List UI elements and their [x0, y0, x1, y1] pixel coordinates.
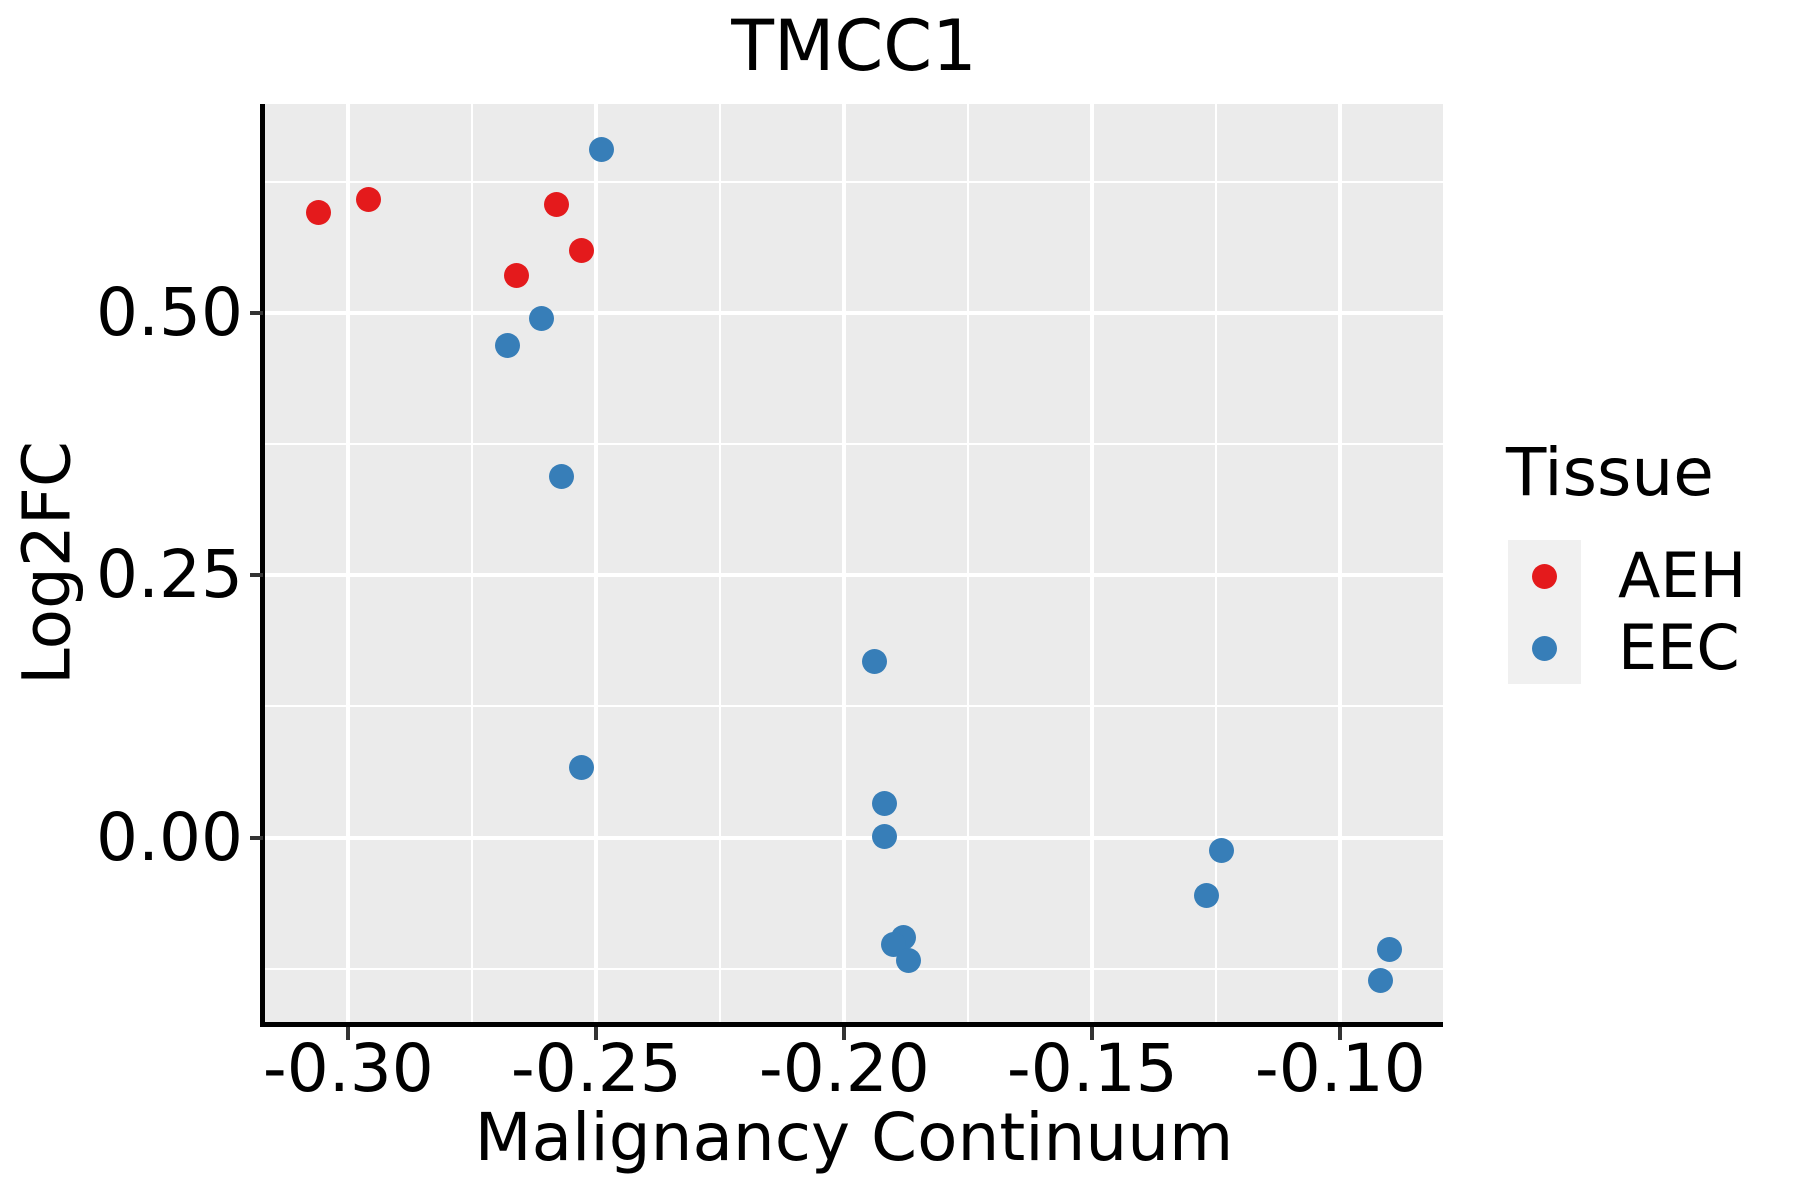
y-major-gridline	[265, 310, 1443, 315]
x-major-gridline	[346, 104, 351, 1022]
legend-key-box	[1508, 540, 1581, 612]
x-major-gridline	[594, 104, 599, 1022]
data-point-eec	[1367, 967, 1393, 993]
x-tick-label: -0.30	[262, 1030, 434, 1107]
x-tick-mark	[1338, 1027, 1343, 1040]
y-minor-gridline	[265, 180, 1443, 183]
x-tick-label: -0.25	[510, 1030, 682, 1107]
y-axis-title: Log2FC	[8, 441, 86, 685]
x-minor-gridline	[967, 104, 970, 1022]
x-tick-label: -0.15	[1006, 1030, 1178, 1107]
plot-title: TMCC1	[731, 5, 977, 87]
aeh-point-icon	[1532, 563, 1557, 589]
plot-panel	[265, 104, 1443, 1022]
x-tick-mark	[1090, 1027, 1095, 1040]
x-major-gridline	[1338, 104, 1343, 1022]
x-minor-gridline	[719, 104, 722, 1022]
y-minor-gridline	[265, 967, 1443, 970]
data-point-eec	[568, 754, 594, 780]
legend-title: Tissue	[1506, 434, 1714, 511]
y-tick-label: 0.00	[96, 798, 243, 876]
y-tick-label: 0.25	[96, 536, 243, 614]
data-point-eec	[896, 947, 922, 973]
x-axis-line	[260, 1022, 1443, 1027]
x-tick-label: -0.10	[1254, 1030, 1426, 1107]
y-tick-mark	[250, 310, 263, 315]
x-minor-gridline	[1215, 104, 1218, 1022]
x-tick-mark	[842, 1027, 847, 1040]
y-tick-mark	[250, 835, 263, 840]
y-axis-line	[260, 104, 265, 1027]
data-point-aeh	[306, 199, 332, 225]
legend-item-label: AEH	[1618, 539, 1747, 612]
x-tick-mark	[346, 1027, 351, 1040]
y-tick-mark	[250, 573, 263, 578]
data-point-eec	[861, 648, 887, 674]
data-point-eec	[529, 305, 555, 331]
data-point-eec	[1208, 837, 1234, 863]
legend-keys: AEH EEC	[1508, 540, 1746, 684]
legend-item-eec: EEC	[1508, 612, 1746, 684]
data-point-aeh	[544, 192, 570, 218]
x-axis-title: Malignancy Continuum	[474, 1099, 1234, 1176]
y-major-gridline	[265, 573, 1443, 578]
data-point-eec	[871, 790, 897, 816]
data-point-eec	[1193, 882, 1219, 908]
y-major-gridline	[265, 835, 1443, 840]
legend-item-label: EEC	[1618, 611, 1740, 684]
legend-item-aeh: AEH	[1508, 540, 1746, 612]
legend-key-box	[1508, 612, 1581, 684]
x-tick-mark	[594, 1027, 599, 1040]
x-minor-gridline	[471, 104, 474, 1022]
data-point-aeh	[568, 238, 594, 264]
data-point-eec	[871, 824, 897, 850]
y-minor-gridline	[265, 443, 1443, 446]
x-tick-label: -0.20	[758, 1030, 930, 1107]
y-minor-gridline	[265, 705, 1443, 708]
data-point-aeh	[355, 187, 381, 213]
data-point-eec	[494, 332, 520, 358]
x-major-gridline	[842, 104, 847, 1022]
eec-point-icon	[1532, 635, 1557, 661]
y-tick-label: 0.50	[96, 273, 243, 351]
data-point-aeh	[504, 262, 530, 288]
data-point-eec	[1377, 937, 1403, 963]
data-point-eec	[549, 464, 575, 490]
data-point-eec	[588, 136, 614, 162]
x-major-gridline	[1090, 104, 1095, 1022]
legend: Tissue AEH EEC	[1506, 440, 1746, 684]
